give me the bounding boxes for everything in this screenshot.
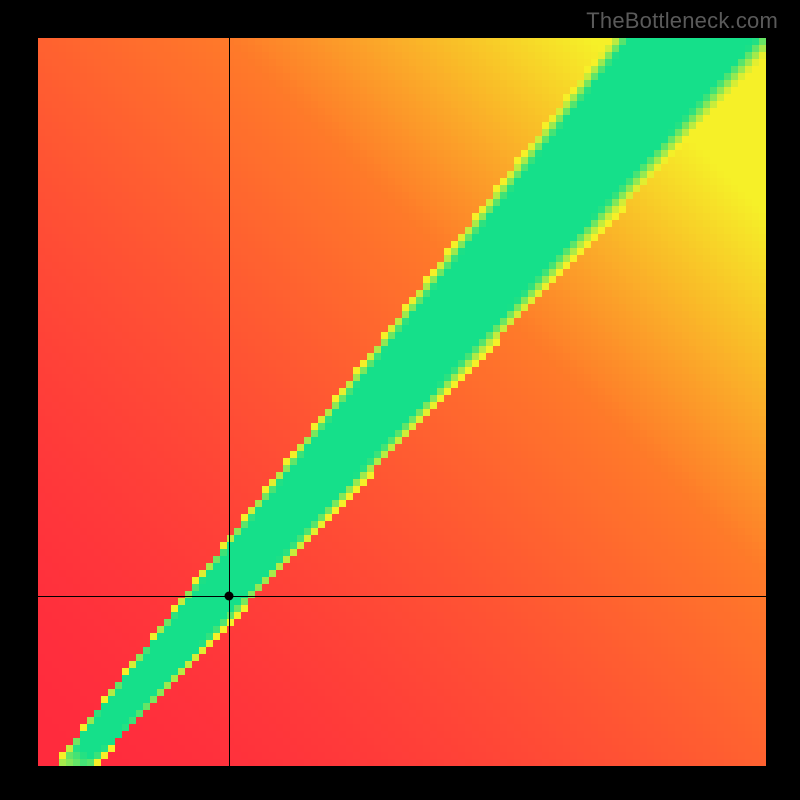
watermark-text: TheBottleneck.com — [586, 8, 778, 34]
heatmap-canvas — [38, 38, 766, 766]
heatmap-chart — [38, 38, 766, 766]
